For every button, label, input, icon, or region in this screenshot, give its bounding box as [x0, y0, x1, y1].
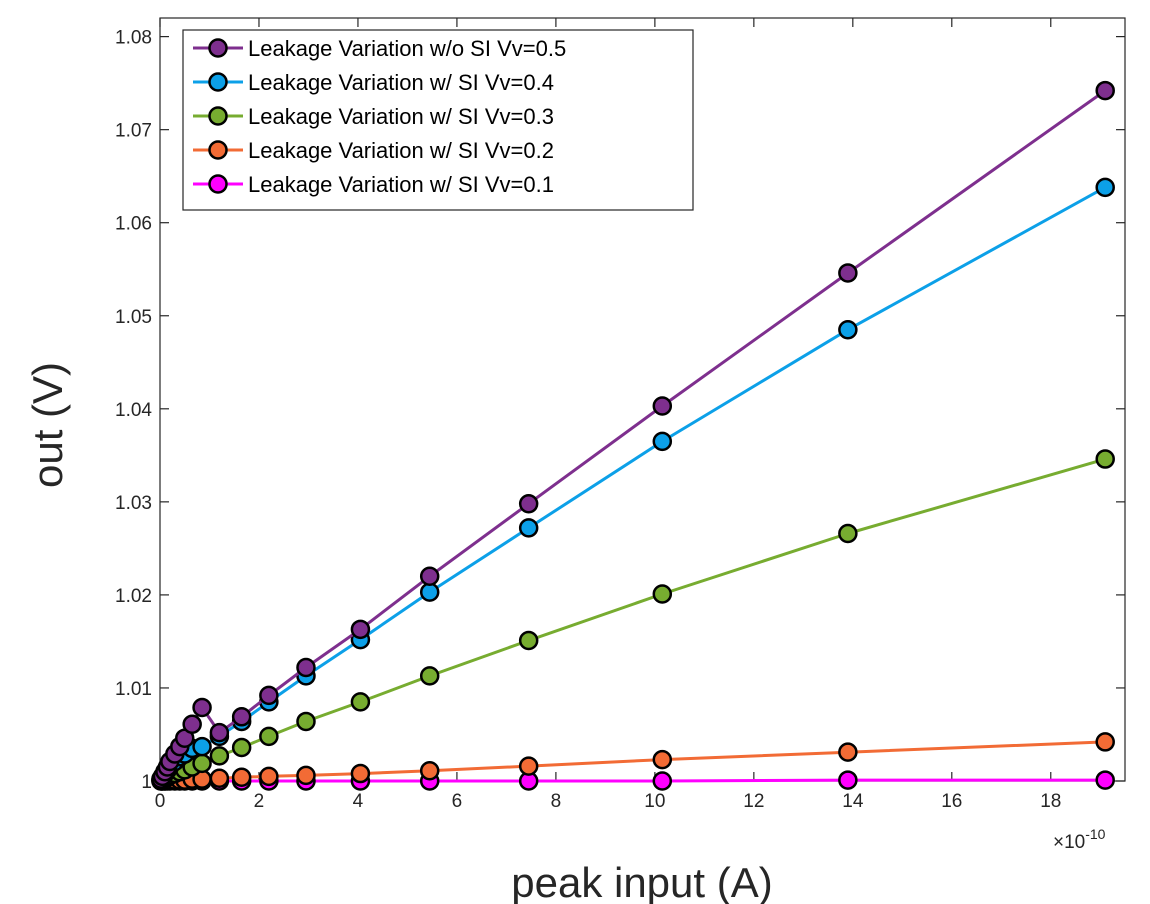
data-point — [419, 582, 440, 602]
data-point — [209, 768, 230, 788]
legend-label: Leakage Variation w/o SI Vv=0.5 — [248, 36, 566, 61]
data-point — [182, 714, 202, 734]
data-point — [1095, 177, 1115, 198]
y-tick-label: 1.07 — [115, 121, 152, 142]
x-tick-label: 16 — [941, 791, 962, 812]
legend-marker — [208, 38, 228, 58]
data-point — [209, 746, 230, 766]
data-point — [231, 767, 252, 788]
y-tick-label: 1.01 — [115, 679, 152, 700]
legend-marker — [208, 106, 228, 126]
data-point — [419, 666, 440, 686]
data-point — [296, 765, 316, 786]
data-point — [209, 722, 230, 743]
data-point — [838, 319, 858, 340]
data-point — [419, 566, 440, 587]
data-point — [838, 742, 858, 762]
data-point — [192, 736, 212, 757]
legend-entry: Leakage Variation w/ SI Vv=0.3 — [193, 104, 554, 129]
x-exponent-power: -10 — [1085, 826, 1105, 842]
data-point — [652, 771, 673, 791]
legend-entry: Leakage Variation w/ SI Vv=0.1 — [193, 172, 554, 197]
legend-entry: Leakage Variation w/o SI Vv=0.5 — [193, 36, 566, 61]
legend-label: Leakage Variation w/ SI Vv=0.1 — [248, 172, 554, 197]
data-point — [350, 619, 371, 640]
x-tick-label: 2 — [254, 791, 265, 812]
data-point — [838, 770, 858, 790]
data-point — [838, 523, 858, 544]
data-point — [1095, 80, 1115, 101]
legend-entry: Leakage Variation w/ SI Vv=0.4 — [193, 70, 554, 95]
x-tick-label: 6 — [452, 791, 463, 812]
x-tick-label: 0 — [155, 791, 166, 812]
data-point — [296, 711, 316, 732]
y-axis-title: out (V) — [24, 362, 71, 488]
data-point — [259, 726, 279, 747]
data-point — [838, 263, 858, 283]
data-point — [1095, 770, 1115, 790]
data-point — [192, 753, 212, 774]
x-axis-title: peak input (A) — [511, 859, 772, 904]
data-point — [192, 697, 212, 718]
x-tick-label: 4 — [353, 791, 364, 812]
x-exponent-label: ×10-10 — [1053, 826, 1106, 853]
data-point — [652, 584, 673, 604]
legend-label: Leakage Variation w/ SI Vv=0.4 — [248, 70, 554, 95]
y-tick-label: 1 — [141, 772, 152, 793]
series-layer — [151, 80, 1115, 791]
data-point — [652, 396, 673, 416]
data-point — [518, 493, 539, 514]
x-tick-label: 14 — [842, 791, 864, 812]
data-point — [259, 685, 279, 706]
data-point — [518, 518, 539, 538]
y-tick-label: 1.03 — [115, 493, 152, 514]
legend-box — [182, 29, 694, 211]
data-point — [1095, 732, 1115, 752]
x-tick-label: 18 — [1040, 791, 1061, 812]
data-point — [518, 756, 539, 776]
y-tick-label: 1.08 — [115, 28, 152, 49]
legend: Leakage Variation w/o SI Vv=0.5 Leakage V… — [182, 29, 694, 211]
data-point — [350, 763, 371, 784]
legend-label: Leakage Variation w/ SI Vv=0.2 — [248, 138, 554, 163]
data-point — [350, 692, 371, 712]
data-point — [231, 707, 252, 727]
x-tick-label: 12 — [743, 791, 764, 812]
legend-marker — [208, 174, 228, 194]
x-exponent-base: ×10 — [1053, 832, 1085, 853]
legend-entry: Leakage Variation w/ SI Vv=0.2 — [193, 138, 554, 163]
y-tick-label: 1.02 — [115, 586, 152, 607]
legend-marker — [208, 140, 228, 160]
legend-marker — [208, 72, 228, 92]
data-point — [296, 657, 316, 678]
series-1 — [151, 80, 1115, 789]
axis-ticks: 0 2 4 6 8 10 12 14 16 18 1 1.01 1.02 1.03 1.04 1.05 1.06… — [115, 18, 1125, 812]
data-point — [652, 749, 673, 770]
legend-label: Leakage Variation w/ SI Vv=0.3 — [248, 104, 554, 129]
y-tick-label: 1.04 — [115, 400, 152, 421]
y-tick-label: 1.05 — [115, 307, 152, 328]
data-point — [259, 766, 279, 787]
x-tick-label: 8 — [551, 791, 562, 812]
data-point — [419, 761, 440, 781]
x-tick-label: 10 — [644, 791, 665, 812]
y-tick-label: 1.06 — [115, 214, 152, 235]
data-point — [518, 630, 539, 651]
data-point — [231, 737, 252, 758]
data-point — [1095, 449, 1115, 469]
data-point — [652, 431, 673, 452]
